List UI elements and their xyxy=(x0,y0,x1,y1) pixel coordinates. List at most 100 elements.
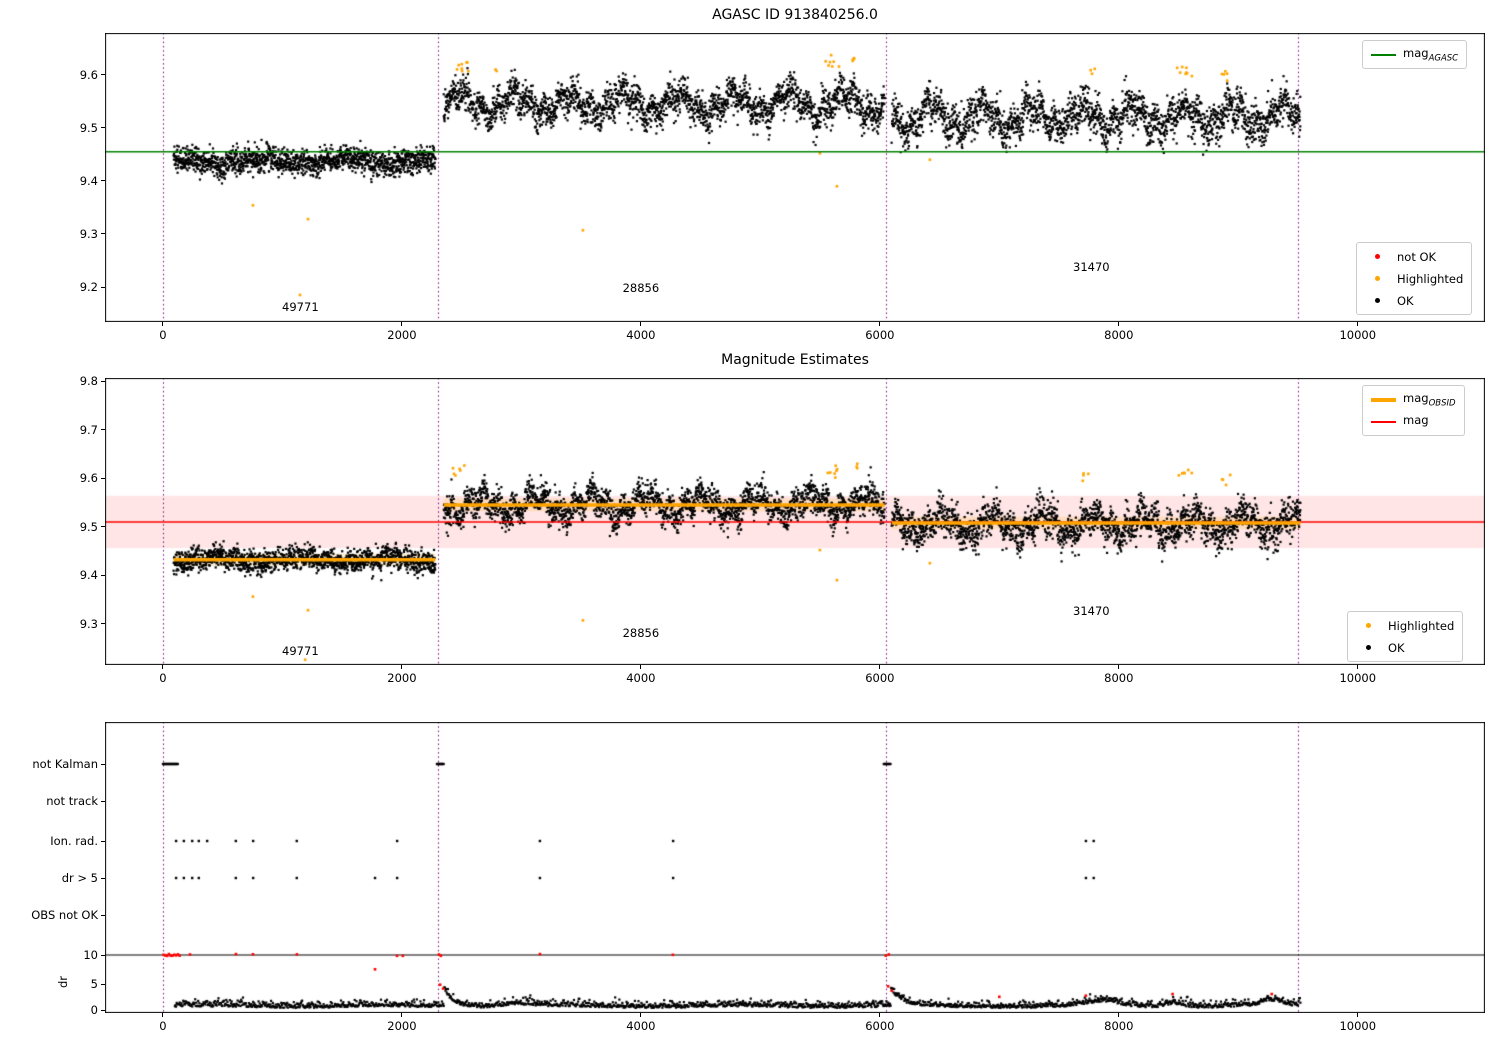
x-tick-label: 4000 xyxy=(626,328,656,342)
y-tick-mark xyxy=(101,74,105,76)
legend-sample xyxy=(1365,254,1390,259)
not-ok-label: not OK xyxy=(1397,249,1437,264)
x-tick-mark xyxy=(1118,322,1120,326)
flag-row-label: dr > 5 xyxy=(61,871,98,885)
legend-agasc-line: magAGASC xyxy=(1362,40,1468,69)
x-tick-label: 2000 xyxy=(387,671,417,685)
y-tick-mark xyxy=(101,623,105,625)
x-tick-label: 0 xyxy=(159,328,167,342)
obsid-label-28856: 28856 xyxy=(622,281,660,296)
plot-title-magnitude-estimates: Magnitude Estimates xyxy=(721,352,869,368)
mag-obsid-label-main: mag xyxy=(1403,390,1429,405)
flag-row-label: Ion. rad. xyxy=(50,834,98,848)
y-tick-mark xyxy=(101,127,105,129)
y-tick-label: 9.8 xyxy=(79,374,98,389)
dr-tick-label: 5 xyxy=(90,977,98,991)
x-tick-label: 6000 xyxy=(865,1019,895,1033)
legend-sample xyxy=(1371,53,1396,56)
y-tick-mark xyxy=(101,286,105,288)
x-tick-mark xyxy=(879,322,881,326)
obsid-label-49771: 49771 xyxy=(282,643,319,658)
agasc-mag-plot-canvas xyxy=(105,33,1485,322)
y-tick-mark xyxy=(101,840,105,842)
x-tick-mark xyxy=(401,665,403,669)
obsid-label-31470: 31470 xyxy=(1073,603,1110,618)
legend-markers-agasc: not OK Highlighted OK xyxy=(1356,242,1473,315)
x-tick-mark xyxy=(162,665,164,669)
obsid-label-31470: 31470 xyxy=(1073,259,1110,274)
y-tick-mark xyxy=(101,380,105,382)
x-tick-mark xyxy=(879,1013,881,1017)
mag-line-swatch xyxy=(1371,420,1396,423)
x-tick-mark xyxy=(401,1013,403,1017)
y-tick-mark xyxy=(101,1009,105,1011)
x-tick-mark xyxy=(401,322,403,326)
y-tick-mark xyxy=(101,233,105,235)
y-tick-label: 9.3 xyxy=(79,226,98,241)
mag-obsid-label: magOBSID xyxy=(1403,391,1456,408)
legend-entry-highlighted: Highlighted xyxy=(1365,271,1463,286)
legend-sample xyxy=(1356,623,1381,628)
highlighted-label: Highlighted xyxy=(1397,271,1464,286)
y-tick-mark xyxy=(101,574,105,576)
x-tick-mark xyxy=(1118,665,1120,669)
legend-sample xyxy=(1365,276,1390,281)
x-tick-mark xyxy=(879,665,881,669)
flags-dr-plot-canvas xyxy=(105,722,1485,1013)
mag-obsid-label-sub: OBSID xyxy=(1428,398,1456,409)
y-tick-label: 9.5 xyxy=(79,519,98,534)
magnitude-estimates-plot-canvas xyxy=(105,378,1485,665)
legend-sample xyxy=(1356,645,1381,650)
x-tick-label: 10000 xyxy=(1339,1019,1377,1033)
legend-entry-highlighted: Highlighted xyxy=(1356,618,1454,633)
x-tick-label: 10000 xyxy=(1339,671,1377,685)
mag-agasc-label: magAGASC xyxy=(1403,46,1458,63)
y-tick-label: 9.4 xyxy=(79,568,98,583)
y-tick-mark xyxy=(101,526,105,528)
y-tick-mark xyxy=(101,914,105,916)
legend-entry-ok: OK xyxy=(1365,293,1463,308)
mag-agasc-label-sub: AGASC xyxy=(1428,53,1459,64)
y-tick-mark xyxy=(101,954,105,956)
legend-sample xyxy=(1365,298,1390,303)
x-tick-label: 8000 xyxy=(1104,671,1134,685)
ok-marker-swatch xyxy=(1366,645,1371,650)
x-tick-label: 10000 xyxy=(1339,328,1377,342)
y-tick-mark xyxy=(101,800,105,802)
mag-agasc-label-main: mag xyxy=(1403,45,1429,60)
highlighted-marker-swatch xyxy=(1375,276,1380,281)
x-tick-mark xyxy=(640,1013,642,1017)
obsid-label-49771: 49771 xyxy=(282,299,319,314)
legend-entry-mag-obsid: magOBSID xyxy=(1371,391,1456,408)
y-tick-label: 9.3 xyxy=(79,616,98,631)
legend-entry-not-ok: not OK xyxy=(1365,249,1463,264)
x-tick-label: 8000 xyxy=(1104,1019,1134,1033)
x-tick-mark xyxy=(1357,665,1359,669)
x-tick-label: 0 xyxy=(159,1019,167,1033)
mag-agasc-line-swatch xyxy=(1371,53,1396,56)
x-tick-label: 6000 xyxy=(865,671,895,685)
legend-entry-mag: mag xyxy=(1371,413,1456,429)
y-tick-mark xyxy=(101,763,105,765)
y-tick-label: 9.6 xyxy=(79,471,98,486)
x-tick-mark xyxy=(1118,1013,1120,1017)
obsid-label-28856: 28856 xyxy=(622,626,660,640)
y-tick-mark xyxy=(101,877,105,879)
flag-row-label: not track xyxy=(46,794,98,808)
legend-sample xyxy=(1371,397,1396,402)
x-tick-mark xyxy=(162,1013,164,1017)
legend-markers-magnitude: Highlighted OK xyxy=(1347,611,1464,662)
highlighted-marker-swatch xyxy=(1366,623,1371,628)
y-tick-mark xyxy=(101,180,105,182)
x-tick-mark xyxy=(640,322,642,326)
legend-entry-ok: OK xyxy=(1356,640,1454,655)
y-tick-label: 9.5 xyxy=(79,120,98,135)
x-tick-label: 6000 xyxy=(865,328,895,342)
x-tick-label: 4000 xyxy=(626,1019,656,1033)
x-tick-mark xyxy=(1357,1013,1359,1017)
x-tick-label: 8000 xyxy=(1104,328,1134,342)
ok-marker-swatch xyxy=(1375,298,1380,303)
x-tick-label: 0 xyxy=(159,671,167,685)
flag-row-label: OBS not OK xyxy=(31,908,98,922)
